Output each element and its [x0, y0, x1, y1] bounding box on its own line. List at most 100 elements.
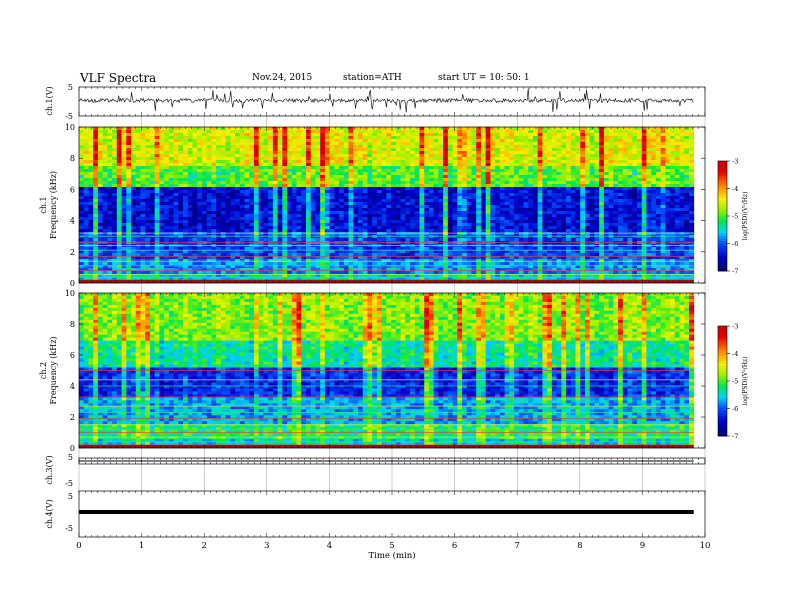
spectrogram-cell [551, 127, 557, 131]
spectrogram-cell [627, 148, 633, 152]
spectrogram-cell [405, 136, 411, 140]
spectrogram-cell [178, 232, 184, 236]
spectrogram-cell [400, 226, 406, 230]
spectrogram-cell [547, 148, 553, 152]
spectrogram-cell [518, 130, 524, 134]
spectrogram-cell [230, 130, 236, 134]
spectrogram-cell [97, 139, 104, 143]
spectrogram-cell [561, 160, 567, 164]
spectrogram-cell [528, 172, 534, 176]
spectrogram-cell [192, 133, 198, 137]
spectrogram-cell [419, 148, 425, 152]
spectrogram-cell [566, 190, 572, 194]
spectrogram-cell [627, 166, 633, 170]
spectrogram-cell [622, 208, 628, 212]
spectrogram-cell [476, 169, 482, 173]
spectrogram-cell [239, 229, 245, 233]
spectrogram-cell [116, 211, 122, 215]
spectrogram-cell [367, 187, 373, 191]
spectrogram-cell [556, 193, 562, 197]
spectrogram-cell [660, 127, 666, 131]
spectrogram-cell [140, 205, 146, 209]
spectrogram-cell [542, 130, 548, 134]
spectrogram-cell [183, 202, 189, 206]
spectrogram-cell [476, 160, 482, 164]
spectrogram-cell [159, 172, 165, 176]
spectrogram-cell [504, 211, 510, 215]
spectrogram-cell [121, 181, 127, 185]
spectrogram-cell [348, 178, 354, 182]
spectrogram-cell [485, 223, 491, 227]
spectrogram-cell [490, 199, 496, 203]
spectrogram-cell [79, 160, 85, 164]
spectrogram-cell [220, 223, 226, 227]
spectrogram-cell [495, 172, 501, 176]
spectrogram-cell [599, 136, 605, 140]
spectrogram-cell [476, 133, 482, 137]
spectrogram-cell [433, 130, 439, 134]
spectrogram-cell [339, 145, 345, 149]
spectrogram-cell [655, 148, 662, 152]
spectrogram-cell [651, 202, 657, 206]
spectrogram-cell [599, 184, 605, 188]
spectrogram-cell [253, 190, 260, 194]
spectrogram-cell [258, 199, 264, 203]
spectrogram-cell [381, 163, 387, 167]
spectrogram-cell [589, 199, 595, 203]
spectrogram-cell [220, 226, 226, 230]
spectrogram-cell [575, 226, 581, 230]
spectrogram-cell [405, 130, 411, 134]
spectrogram-cell [542, 163, 548, 167]
spectrogram-cell [462, 193, 468, 197]
spectrogram-cell [310, 235, 316, 239]
spectrogram-cell [433, 193, 439, 197]
spectrogram-cell [466, 223, 472, 227]
spectrogram-cell [107, 190, 113, 194]
spectrogram-cell [348, 199, 354, 203]
spectrogram-cell [462, 172, 468, 176]
spectrogram-cell [528, 214, 534, 218]
spectrogram-cell [419, 229, 425, 233]
spectrogram-cell [589, 160, 595, 164]
spectrogram-cell [343, 205, 349, 209]
spectrogram-cell [121, 187, 127, 191]
spectrogram-cell [391, 166, 397, 170]
spectrogram-cell [287, 175, 293, 179]
spectrogram-cell [495, 232, 501, 236]
spectrogram-cell [665, 199, 671, 203]
spectrogram-cell [480, 202, 487, 206]
spectrogram-cell [636, 193, 643, 197]
spectrogram-cell [126, 202, 132, 206]
spectrogram-cell [320, 181, 326, 185]
spectrogram-cell [324, 193, 331, 197]
spectrogram-cell [253, 139, 260, 143]
spectrogram-cell [192, 166, 198, 170]
spectrogram-cell [178, 235, 184, 239]
spectrogram-cell [282, 238, 288, 242]
spectrogram-cell [362, 151, 368, 155]
spectrogram-cell [272, 130, 279, 134]
spectrogram-cell [471, 229, 477, 233]
spectrogram-cell [443, 226, 449, 230]
spectrogram-cell [495, 136, 501, 140]
spectrogram-cell [112, 133, 118, 137]
spectrogram-cell [291, 148, 297, 152]
spectrogram-cell [414, 127, 420, 131]
spectrogram-cell [140, 160, 146, 164]
spectrogram-cell [173, 175, 179, 179]
spectrogram-cell [201, 235, 208, 239]
spectrogram-cell [197, 151, 203, 155]
spectrogram-cell [97, 166, 104, 170]
spectrogram-cell [523, 154, 529, 158]
spectrogram-cell [618, 169, 624, 173]
spectrogram-cell [282, 232, 288, 236]
spectrogram-cell [613, 148, 619, 152]
spectrogram-cell [102, 193, 108, 197]
spectrogram-cell [107, 160, 113, 164]
spectrogram-cell [149, 190, 156, 194]
spectrogram-cell [173, 148, 179, 152]
spectrogram-cell [438, 205, 444, 209]
spectrogram-cell [296, 202, 302, 206]
spectrogram-cell [329, 193, 335, 197]
spectrogram-cell [135, 130, 141, 134]
